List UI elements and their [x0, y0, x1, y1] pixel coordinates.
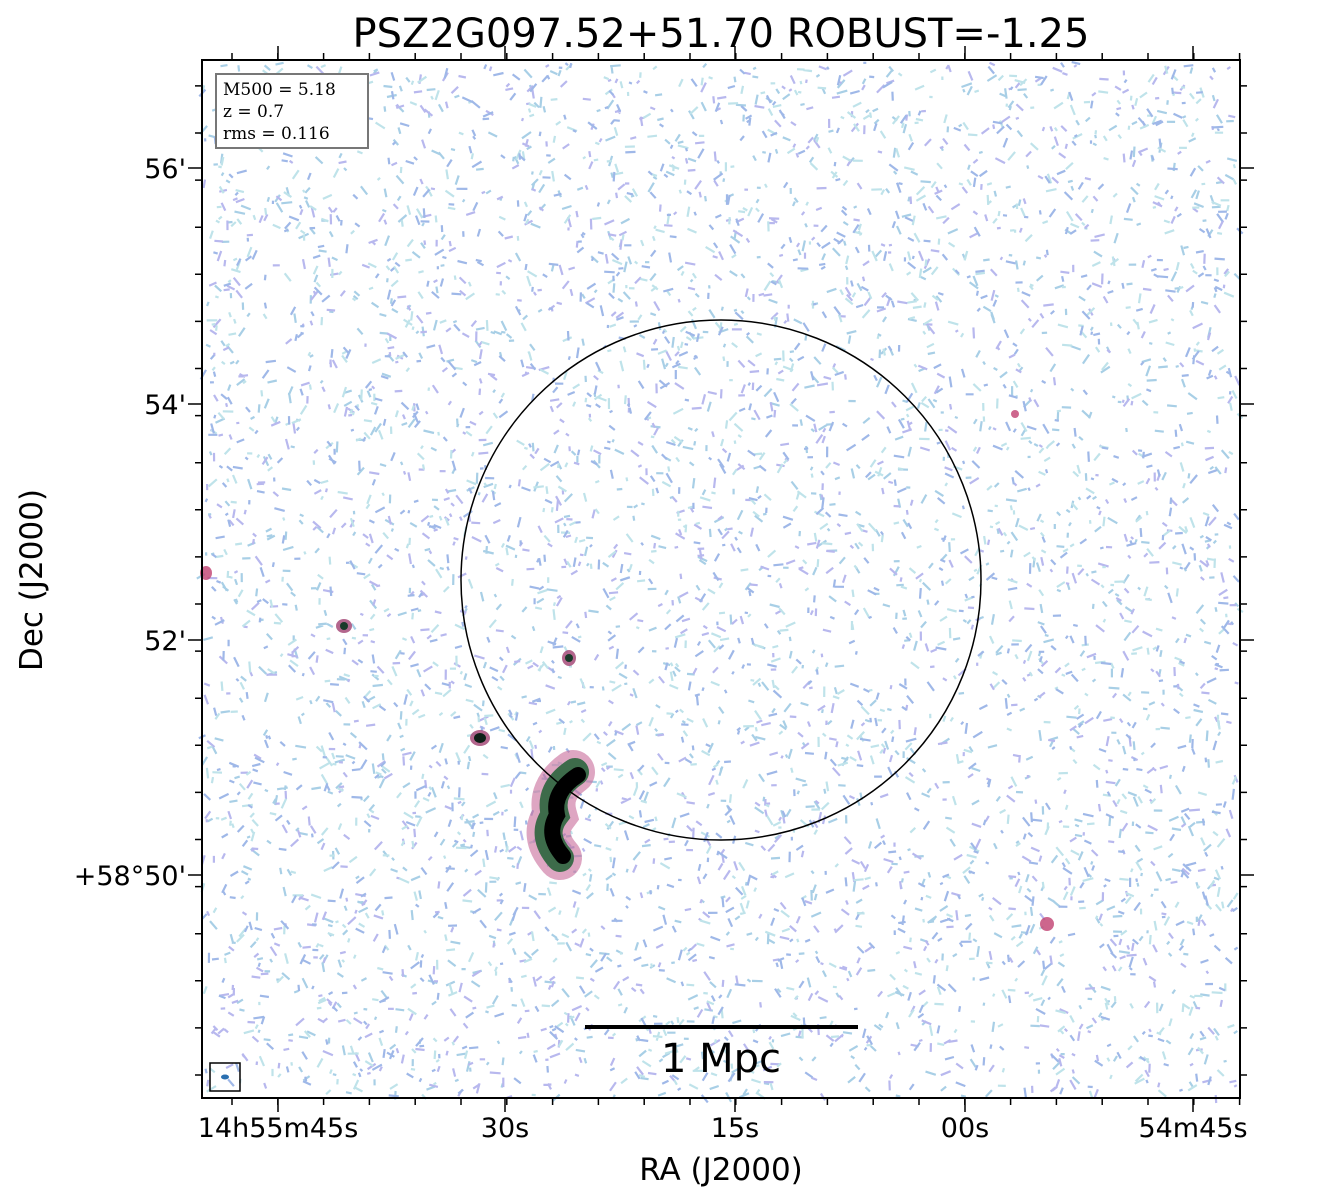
x-tick-label: 00s	[941, 1113, 989, 1144]
x-tick-label: 14h55m45s	[198, 1113, 359, 1144]
y-axis-label: Dec (J2000)	[14, 489, 50, 671]
axis-ticks	[188, 46, 1254, 1112]
x-tick-label: 15s	[711, 1113, 759, 1144]
y-tick-label: 56'	[144, 154, 186, 185]
plot-frame	[201, 59, 1241, 1099]
noise	[198, 61, 1244, 1104]
info-line: rms = 0.116	[223, 124, 330, 144]
y-tick-label: 52'	[144, 626, 186, 657]
y-tick-label: 54'	[144, 390, 186, 421]
info-box	[215, 73, 369, 149]
title: PSZ2G097.52+51.70 ROBUST=-1.25	[353, 11, 1090, 57]
beam-box	[209, 1062, 241, 1092]
info-line: M500 = 5.18	[223, 80, 336, 100]
x-axis-label: RA (J2000)	[639, 1152, 803, 1188]
r500-circle	[460, 319, 982, 841]
x-tick-label: 54m45s	[1138, 1113, 1247, 1144]
scale-bar-label: 1 Mpc	[661, 1036, 781, 1082]
extended-source-core	[544, 767, 586, 864]
noise	[200, 63, 1244, 1100]
noise-layer	[196, 61, 1244, 1104]
beam	[221, 1074, 229, 1080]
source	[1011, 410, 1019, 418]
source	[1040, 917, 1054, 931]
sources	[200, 410, 1054, 931]
info-line: z = 0.7	[223, 102, 284, 122]
tick-marks	[188, 46, 1254, 1112]
source-core	[340, 622, 348, 630]
x-tick-label: 30s	[481, 1113, 529, 1144]
source-core	[565, 654, 573, 662]
source-core	[474, 733, 486, 743]
y-tick-label: +58°50'	[74, 861, 186, 892]
